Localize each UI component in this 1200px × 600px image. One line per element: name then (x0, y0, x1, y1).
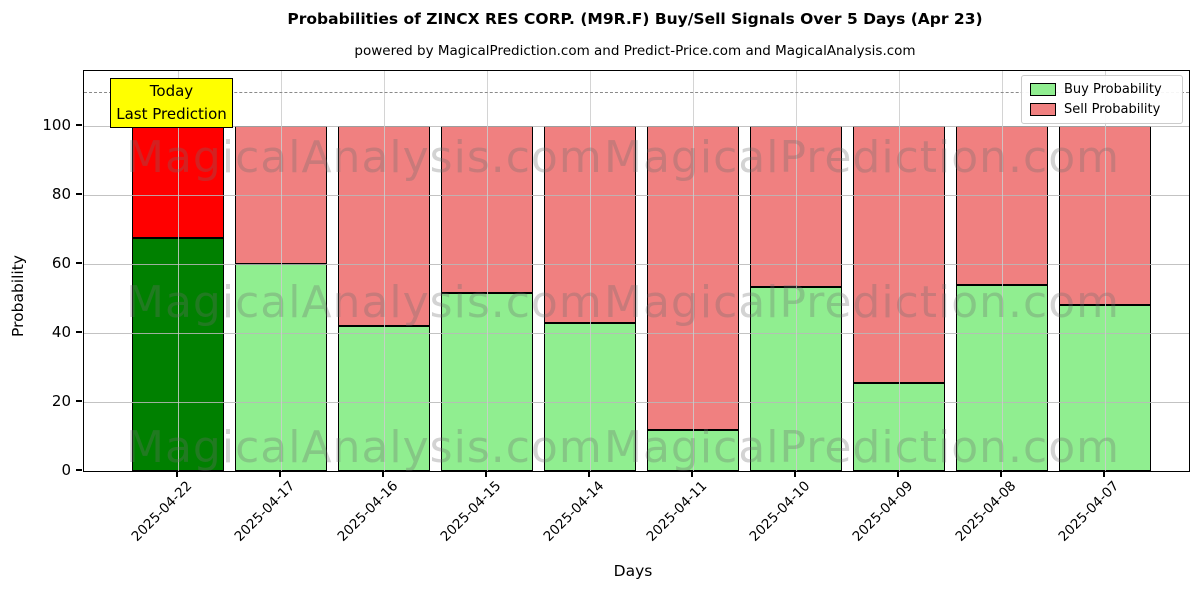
x-tick-mark (176, 471, 178, 477)
x-tick-mark (485, 471, 487, 477)
y-tick-label-40: 40 (51, 323, 71, 342)
x-tick-mark (1000, 471, 1002, 477)
y-tick-label-80: 80 (51, 185, 71, 204)
x-tick-mark (279, 471, 281, 477)
today-annotation-line2: Last Prediction (116, 105, 227, 123)
buy-swatch-icon (1030, 83, 1056, 96)
legend: Buy Probability Sell Probability (1021, 75, 1183, 124)
chart-title: Probabilities of ZINCX RES CORP. (M9R.F)… (287, 10, 983, 28)
y-tick-mark (76, 331, 82, 333)
gridline-x (589, 71, 591, 471)
x-tick-mark (382, 471, 384, 477)
gridline-y-80 (84, 194, 1189, 196)
legend-item-buy: Buy Probability (1030, 82, 1174, 97)
y-tick-label-100: 100 (42, 116, 71, 135)
gridline-x (1104, 71, 1106, 471)
x-tick-mark (897, 471, 899, 477)
y-tick-mark (76, 193, 82, 195)
legend-label-sell: Sell Probability (1064, 102, 1161, 117)
x-tick-mark (691, 471, 693, 477)
plot-area (83, 70, 1190, 472)
sell-swatch-icon (1030, 103, 1056, 116)
gridline-x (898, 71, 900, 471)
y-tick-mark (76, 469, 82, 471)
x-axis-label: Days (613, 562, 653, 580)
gridline-x (486, 71, 488, 471)
x-tick-mark (1103, 471, 1105, 477)
gridline-x (177, 71, 179, 471)
y-tick-mark (76, 124, 82, 126)
gridline-y-40 (84, 332, 1189, 334)
y-tick-label-20: 20 (51, 392, 71, 411)
today-annotation: Today Last Prediction (110, 78, 233, 128)
gridline-x (1001, 71, 1003, 471)
gridline-x (692, 71, 694, 471)
today-annotation-line1: Today (149, 82, 194, 100)
y-axis-label: Probability (9, 255, 27, 337)
x-tick-mark (794, 471, 796, 477)
y-tick-mark (76, 262, 82, 264)
x-tick-mark (588, 471, 590, 477)
dashed-guide-line (84, 91, 1189, 93)
gridline-y-100 (84, 125, 1189, 127)
y-tick-label-0: 0 (61, 461, 71, 479)
gridline-x (280, 71, 282, 471)
gridline-x (383, 71, 385, 471)
legend-item-sell: Sell Probability (1030, 102, 1174, 117)
gridline-x (795, 71, 797, 471)
legend-label-buy: Buy Probability (1064, 82, 1162, 97)
gridline-y-20 (84, 401, 1189, 403)
y-tick-label-60: 60 (51, 254, 71, 273)
gridline-y-60 (84, 263, 1189, 265)
y-tick-mark (76, 400, 82, 402)
chart-subtitle: powered by MagicalPrediction.com and Pre… (354, 43, 916, 59)
